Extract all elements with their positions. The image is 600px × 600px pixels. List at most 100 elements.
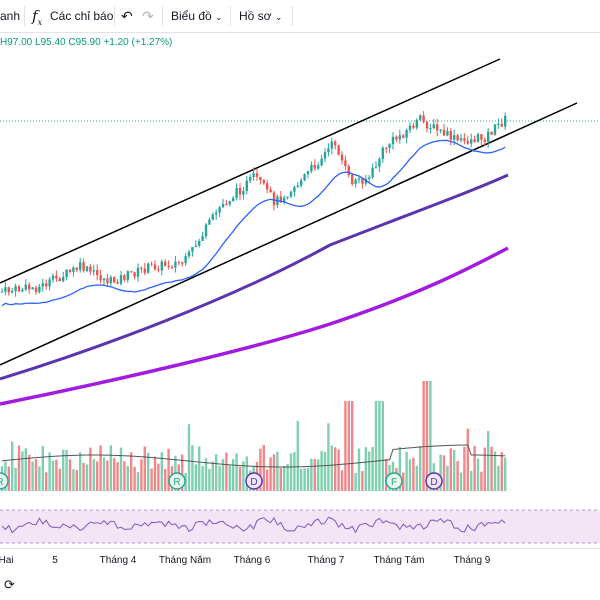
chart-type-button[interactable]: Biểu đồ ⌄ bbox=[171, 0, 223, 32]
candle-body bbox=[167, 265, 170, 267]
candle-body bbox=[204, 224, 208, 237]
volume-bar bbox=[215, 454, 218, 491]
ohlc-change: +1.20 (+1.27%) bbox=[103, 37, 173, 48]
event-marker-d[interactable]: D bbox=[245, 472, 263, 490]
volume-bar bbox=[425, 381, 429, 491]
candle-body bbox=[252, 173, 255, 178]
volume-bar bbox=[483, 447, 486, 491]
volume-bar bbox=[92, 459, 95, 491]
candle-body bbox=[232, 197, 235, 202]
volume-bar bbox=[296, 420, 299, 491]
profile-button[interactable]: Hồ sơ ⌄ bbox=[239, 0, 282, 32]
volume-bar bbox=[232, 459, 235, 491]
candle-body bbox=[48, 279, 51, 287]
volume-bar bbox=[463, 446, 466, 491]
candle-body bbox=[436, 124, 439, 131]
redo-icon[interactable]: ↷ bbox=[142, 8, 154, 24]
event-marker-d[interactable]: D bbox=[425, 472, 443, 490]
volume-bar bbox=[228, 465, 231, 491]
candle-body bbox=[11, 291, 14, 293]
volume-bar bbox=[364, 447, 367, 491]
indicators-button[interactable]: Các chỉ báo bbox=[50, 9, 114, 23]
volume-bar bbox=[14, 467, 17, 491]
candle-body bbox=[116, 282, 119, 284]
candle-body bbox=[191, 247, 194, 252]
volume-bar bbox=[201, 466, 204, 491]
candle-body bbox=[99, 275, 102, 281]
event-marker-r[interactable]: R bbox=[0, 472, 9, 490]
candle-body bbox=[374, 166, 378, 168]
volume-bar bbox=[429, 381, 432, 491]
volume-bar bbox=[211, 461, 214, 491]
event-marker-f[interactable]: F bbox=[385, 472, 403, 490]
volume-bar bbox=[21, 451, 24, 491]
volume-bar bbox=[327, 423, 330, 491]
candle-body bbox=[85, 266, 89, 271]
volume-bar bbox=[470, 470, 473, 491]
candle-body bbox=[187, 251, 191, 257]
volume-bar bbox=[140, 459, 143, 491]
volume-bar bbox=[72, 469, 75, 491]
candle-body bbox=[439, 129, 442, 131]
candle-body bbox=[385, 147, 388, 149]
candle-body bbox=[208, 219, 211, 225]
candle-body bbox=[456, 135, 459, 141]
candle-body bbox=[354, 179, 357, 185]
volume-bar bbox=[136, 472, 140, 491]
candle-body bbox=[381, 147, 384, 159]
candle-body bbox=[28, 284, 31, 290]
volume-bar bbox=[160, 452, 163, 491]
volume-bar bbox=[344, 401, 347, 491]
volume-bar bbox=[480, 471, 483, 491]
volume-bar bbox=[96, 461, 99, 491]
volume-bar bbox=[303, 468, 306, 491]
volume-bar bbox=[286, 464, 289, 491]
reload-icon[interactable]: ⟳ bbox=[4, 577, 15, 592]
candle-body bbox=[225, 204, 228, 206]
channel-lower-line bbox=[0, 102, 578, 366]
volume-bar bbox=[17, 445, 21, 491]
volume-bar bbox=[300, 468, 303, 491]
candle-body bbox=[317, 165, 320, 169]
toolbar-partial-label[interactable]: anh bbox=[0, 9, 21, 23]
candle-body bbox=[449, 130, 452, 140]
candle-body bbox=[446, 130, 449, 136]
volume-bar bbox=[368, 451, 371, 491]
candle-body bbox=[218, 207, 221, 213]
volume-bar bbox=[310, 458, 313, 491]
candle-body bbox=[272, 192, 276, 206]
ohlc-close: C95.90 bbox=[68, 37, 101, 48]
volume-bar bbox=[500, 452, 503, 491]
ma-mid-line bbox=[0, 173, 509, 381]
candle-body bbox=[303, 174, 306, 181]
volume-bar bbox=[89, 447, 92, 491]
candle-body bbox=[82, 262, 85, 271]
rsi-line bbox=[1, 516, 506, 534]
candle-body bbox=[34, 287, 38, 293]
candle-body bbox=[344, 160, 347, 167]
candle-body bbox=[266, 183, 269, 190]
candle-body bbox=[102, 278, 106, 281]
price-chart[interactable]: R D F D R bbox=[0, 32, 600, 548]
chevron-down-icon: ⌄ bbox=[215, 12, 223, 22]
candle-body bbox=[96, 270, 99, 276]
volume-bar bbox=[453, 449, 456, 491]
candle-body bbox=[235, 187, 238, 198]
volume-bars bbox=[0, 381, 507, 491]
event-marker-label: R bbox=[173, 477, 180, 488]
volume-bar bbox=[351, 401, 354, 491]
fx-icon[interactable]: fx bbox=[32, 7, 43, 27]
candle-body bbox=[405, 130, 408, 138]
volume-bar bbox=[167, 448, 170, 491]
time-tick: Tháng 7 bbox=[307, 555, 345, 566]
candle-body bbox=[75, 267, 78, 270]
candle-body bbox=[72, 267, 75, 272]
event-marker-r[interactable]: R bbox=[168, 472, 186, 490]
candle-body bbox=[320, 158, 323, 166]
volume-bar bbox=[402, 472, 405, 491]
volume-bar bbox=[204, 458, 208, 491]
volume-bar bbox=[218, 465, 221, 491]
candle-body bbox=[153, 264, 157, 270]
candle-body bbox=[140, 267, 143, 269]
undo-icon[interactable]: ↶ bbox=[121, 8, 133, 24]
